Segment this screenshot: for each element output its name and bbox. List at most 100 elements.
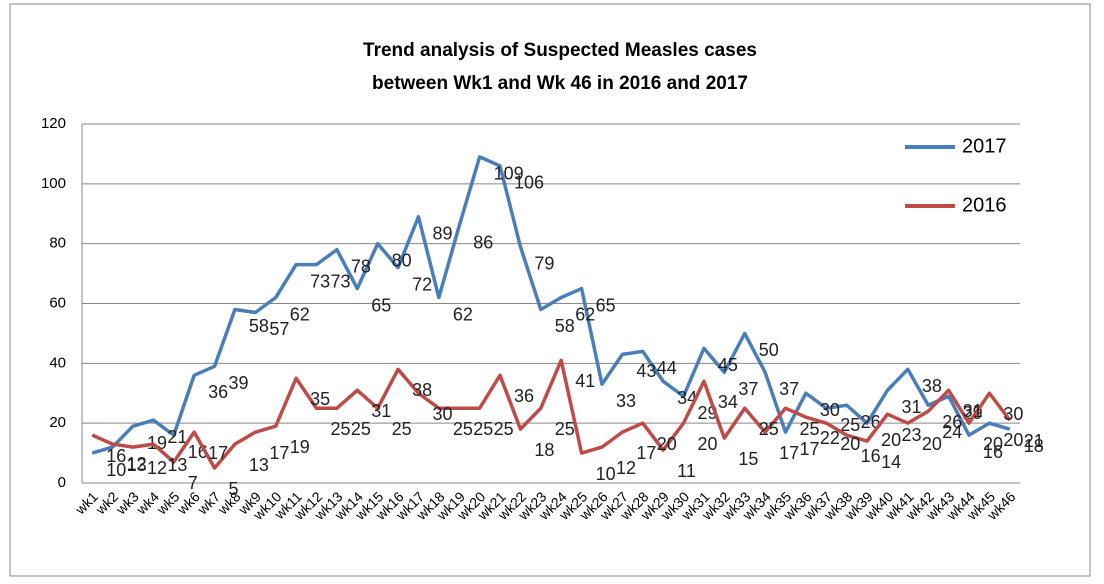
data-label: 13: [249, 455, 269, 475]
data-label: 86: [473, 232, 493, 252]
chart-title: between Wk1 and Wk 46 in 2016 and 2017: [372, 73, 748, 94]
data-label: 24: [942, 422, 962, 442]
data-label: 17: [779, 443, 799, 463]
chart-title: Trend analysis of Suspected Measles case…: [363, 40, 757, 61]
data-label: 23: [901, 425, 921, 445]
data-label: 15: [738, 449, 758, 469]
data-label: 7: [188, 473, 198, 493]
data-label: 25: [840, 415, 860, 435]
data-label: 41: [575, 371, 595, 391]
data-label: 62: [290, 304, 310, 324]
data-label: 17: [800, 439, 820, 459]
data-label: 21: [1024, 431, 1044, 451]
data-label: 12: [147, 458, 167, 478]
data-label: 50: [759, 340, 779, 360]
y-tick-label: 20: [49, 414, 66, 431]
y-tick-label: 0: [58, 474, 66, 491]
data-label: 57: [269, 319, 289, 339]
data-label: 20: [698, 434, 718, 454]
data-label: 14: [881, 452, 901, 472]
data-label: 65: [596, 295, 616, 315]
data-label: 16: [106, 446, 126, 466]
data-label: 20: [922, 434, 942, 454]
data-label: 10: [596, 464, 616, 484]
data-label: 30: [820, 400, 840, 420]
chart-frame: [9, 3, 1091, 577]
data-label: 79: [534, 253, 554, 273]
series-line: [91, 155, 1011, 455]
data-label: 45: [718, 355, 738, 375]
data-label: 16: [983, 442, 1003, 462]
data-label: 20: [840, 434, 860, 454]
data-label: 43: [636, 361, 656, 381]
data-label: 78: [351, 256, 371, 276]
data-label: 106: [514, 173, 544, 193]
data-label: 80: [392, 250, 412, 270]
data-label: 20: [881, 430, 901, 450]
data-label: 89: [432, 223, 452, 243]
y-tick-label: 80: [49, 235, 66, 252]
data-label: 19: [147, 433, 167, 453]
data-label: 11: [677, 461, 696, 481]
data-label: 62: [575, 304, 595, 324]
data-label: 72: [412, 274, 432, 294]
data-label: 58: [555, 316, 575, 336]
data-label: 25: [351, 419, 371, 439]
data-label: 109: [494, 164, 524, 184]
data-label: 31: [963, 401, 983, 421]
data-label: 73: [331, 271, 351, 291]
data-label: 34: [718, 392, 738, 412]
data-label: 37: [738, 379, 758, 399]
data-label: 38: [922, 376, 942, 396]
data-label: 18: [1024, 436, 1044, 456]
data-label: 20: [1003, 430, 1023, 450]
data-label: 25: [453, 419, 473, 439]
data-label: 13: [127, 455, 147, 475]
data-label: 36: [208, 382, 228, 402]
data-label: 13: [167, 455, 187, 475]
y-tick-label: 120: [41, 115, 66, 132]
data-label: 25: [759, 419, 779, 439]
data-label: 19: [290, 437, 310, 457]
legend-label: 2017: [962, 135, 1007, 157]
y-tick-label: 40: [49, 354, 66, 371]
data-label: 12: [616, 458, 636, 478]
series-line: [91, 358, 1012, 470]
data-label: 37: [779, 379, 799, 399]
data-label: 36: [514, 386, 534, 406]
data-label: 12: [127, 454, 147, 474]
data-label: 30: [1003, 404, 1023, 424]
data-label: 31: [901, 397, 921, 417]
data-label: 21: [167, 427, 187, 447]
data-label: 30: [432, 404, 452, 424]
data-label: 17: [208, 443, 228, 463]
data-label: 16: [861, 446, 881, 466]
data-label: 25: [331, 419, 351, 439]
data-label: 10: [106, 460, 126, 480]
data-label: 26: [942, 412, 962, 432]
data-label: 39: [229, 373, 249, 393]
legend-label: 2016: [962, 194, 1007, 216]
data-label: 35: [310, 389, 330, 409]
data-label: 33: [616, 391, 636, 411]
y-tick-label: 100: [41, 175, 66, 192]
data-label: 38: [412, 380, 432, 400]
data-label: 65: [371, 295, 391, 315]
data-label: 44: [657, 358, 677, 378]
y-tick-label: 60: [49, 294, 66, 311]
data-label: 25: [800, 419, 820, 439]
data-label: 62: [453, 304, 473, 324]
data-label: 25: [473, 419, 493, 439]
data-label: 25: [494, 419, 514, 439]
data-label: 18: [534, 440, 554, 460]
data-label: 20: [657, 434, 677, 454]
data-label: 20: [983, 434, 1003, 454]
data-label: 17: [636, 443, 656, 463]
data-label: 17: [269, 443, 289, 463]
data-label: 25: [392, 419, 412, 439]
data-label: 22: [820, 428, 840, 448]
data-label: 25: [555, 419, 575, 439]
data-label: 31: [371, 401, 391, 421]
